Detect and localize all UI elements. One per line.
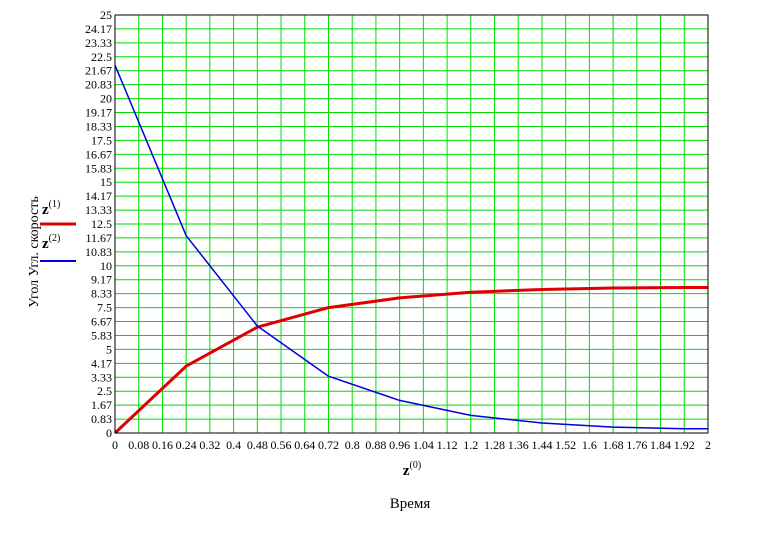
plot-frame [114,14,709,434]
y-tick-label: 25 [100,8,112,22]
series-line-2 [114,64,708,430]
x-tick-label: 1.68 [603,438,624,452]
y-tick-label: 5.83 [91,328,112,342]
y-tick-label: 3.33 [91,370,112,384]
grid [114,14,709,434]
bottom-caption: Время [390,496,431,512]
series-line-1 [113,286,708,435]
x-tick-labels: 0 0.08 0.16 0.24 0.32 0.4 0.48 0.56 0.64 0.72 0.8 0… [112,438,711,452]
y-tick-label: 24.17 [85,22,112,36]
y-tick-label: 0 [106,426,112,440]
y-tick-label: 20 [100,92,112,106]
y-tick-label: 19.17 [85,106,112,120]
y-tick-labels: 00.831.672.53.334.1755.836.677.58.339.17… [85,8,112,440]
x-tick-label: 0.08 [128,438,149,452]
x-tick-label: 1.36 [508,438,529,452]
y-tick-label: 9.17 [91,273,112,287]
y-tick-label: 6.67 [91,315,112,329]
y-tick-label: 2.5 [97,384,112,398]
x-tick-label: 1.92 [674,438,695,452]
y-tick-label: 13.33 [85,203,112,217]
x-tick-label: 2 [705,438,711,452]
y-tick-label: 15 [100,175,112,189]
y-tick-label: 10 [100,259,112,273]
legend: z(1) z(2) [40,199,76,262]
x-tick-label: 0.88 [365,438,386,452]
x-tick-label: 0.8 [345,438,360,452]
x-tick-label: 1.12 [437,438,458,452]
y-tick-label: 14.17 [85,189,112,203]
y-tick-label: 10.83 [85,245,112,259]
y-tick-label: 8.33 [91,287,112,301]
x-tick-label: 0.56 [271,438,292,452]
y-tick-label: 23.33 [85,36,112,50]
x-tick-label: 1.6 [582,438,597,452]
x-tick-label: 0.96 [389,438,410,452]
legend-label-2: z(2) [42,233,60,252]
y-tick-label: 0.83 [91,412,112,426]
series-layer [113,64,708,435]
x-tick-label: 1.52 [555,438,576,452]
x-tick-label: 1.04 [413,438,434,452]
y-tick-label: 21.67 [85,64,112,78]
x-tick-label: 1.76 [626,438,647,452]
y-tick-label: 15.83 [85,161,112,175]
y-tick-label: 20.83 [85,78,112,92]
x-tick-label: 0.16 [152,438,173,452]
x-tick-label: 1.84 [650,438,671,452]
y-tick-label: 4.17 [91,356,112,370]
x-tick-label: 0.4 [226,438,241,452]
y-tick-label: 18.33 [85,119,112,133]
x-tick-label: 1.2 [463,438,478,452]
x-axis-label: z(0) [403,460,421,479]
y-tick-label: 5 [106,342,112,356]
x-tick-label: 0.64 [294,438,315,452]
x-tick-label: 0.32 [199,438,220,452]
y-tick-label: 22.5 [91,50,112,64]
x-tick-label: 0 [112,438,118,452]
x-tick-label: 0.48 [247,438,268,452]
x-tick-label: 0.24 [176,438,197,452]
x-tick-label: 1.44 [531,438,552,452]
x-tick-label: 0.72 [318,438,339,452]
y-tick-label: 1.67 [91,398,112,412]
y-tick-label: 16.67 [85,147,112,161]
x-tick-label: 1.28 [484,438,505,452]
y-tick-label: 12.5 [91,217,112,231]
legend-label-1: z(1) [42,199,60,218]
y-tick-label: 17.5 [91,133,112,147]
y-tick-label: 7.5 [97,301,112,315]
y-tick-label: 11.67 [85,231,112,245]
y-axis-label: Угол Угл. скорость [27,196,42,307]
